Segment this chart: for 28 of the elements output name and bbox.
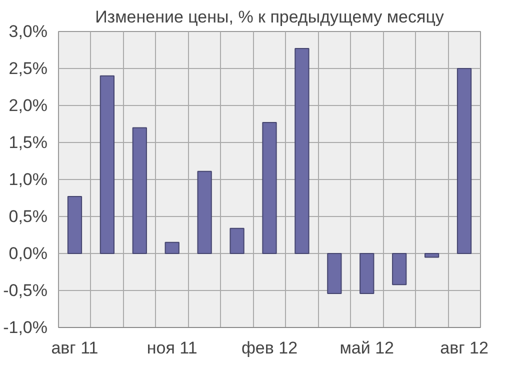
x-tick-label: авг 11 (51, 338, 98, 358)
x-tick-label: май 12 (340, 338, 394, 358)
y-tick-label: 0,5% (8, 207, 48, 226)
bar (392, 253, 407, 286)
bar (327, 253, 342, 294)
bar (67, 196, 82, 254)
chart-title: Изменение цены, % к предыдущему месяцу (95, 8, 444, 26)
y-tick-label: -1,0% (3, 318, 48, 337)
bar (262, 122, 277, 254)
bar (456, 68, 472, 254)
y-tick-label: -0,5% (3, 281, 48, 300)
x-tick-label: фев 12 (241, 338, 298, 358)
bar (197, 170, 212, 254)
x-tick-label: авг 12 (440, 338, 488, 358)
x-tick-label: ноя 11 (146, 338, 198, 358)
bar (424, 253, 440, 258)
y-tick-label: 0,0% (8, 244, 48, 263)
y-tick-label: 2,5% (8, 59, 48, 78)
y-tick-label: 1,0% (8, 170, 48, 189)
y-tick-label: 3,0% (8, 22, 48, 41)
bar (100, 75, 115, 254)
bar (230, 228, 244, 254)
y-tick-label: 1,5% (8, 133, 48, 152)
y-tick-label: 2,0% (8, 96, 48, 115)
bar (294, 48, 310, 254)
bar (164, 242, 180, 254)
bar (360, 253, 374, 294)
bar (132, 127, 147, 254)
